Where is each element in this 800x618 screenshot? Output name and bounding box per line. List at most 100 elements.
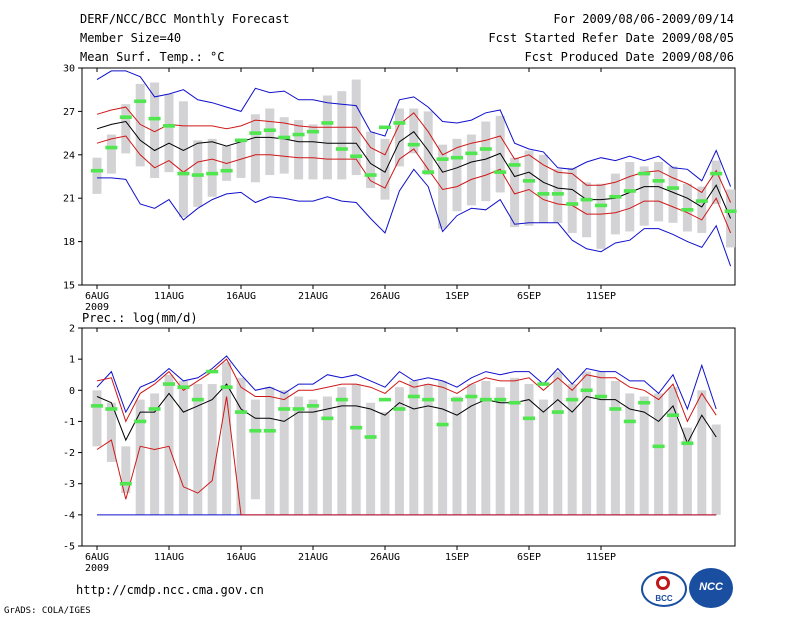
precipitation-box bbox=[106, 402, 116, 462]
precipitation-xtick-label: 16AUG bbox=[226, 552, 256, 563]
temperature-year-label: 2009 bbox=[85, 302, 109, 313]
precipitation-median-marker bbox=[566, 397, 579, 402]
precipitation-box bbox=[366, 402, 376, 515]
precipitation-median-marker bbox=[335, 397, 348, 402]
temperature-median-marker bbox=[307, 129, 319, 134]
precipitation-median-marker bbox=[681, 441, 694, 446]
member-size: Member Size=40 bbox=[80, 31, 182, 45]
temperature-ytick-label: 18 bbox=[63, 237, 75, 248]
precipitation-median-marker bbox=[364, 435, 377, 439]
temperature-box bbox=[308, 124, 318, 180]
temperature-median-marker bbox=[191, 173, 204, 177]
temperature-box bbox=[510, 157, 520, 228]
temperature-ytick-label: 24 bbox=[63, 150, 75, 161]
precipitation-box bbox=[567, 384, 577, 515]
temperature-box bbox=[654, 162, 664, 222]
temperature-box bbox=[567, 167, 577, 233]
temperature-median-marker bbox=[393, 121, 406, 125]
temperature-median-marker bbox=[652, 179, 665, 183]
temperature-median-marker bbox=[105, 145, 118, 150]
precipitation-box bbox=[351, 384, 361, 515]
precipitation-median-marker bbox=[652, 444, 665, 449]
precipitation-median-marker bbox=[407, 394, 420, 399]
variable-label: Mean Surf. Temp.: °C bbox=[80, 50, 225, 64]
temperature-box bbox=[423, 111, 433, 176]
precipitation-box bbox=[121, 446, 131, 494]
produced-date: Fcst Produced Date 2009/08/06 bbox=[524, 50, 734, 64]
precipitation-box bbox=[294, 396, 304, 515]
temperature-min-line bbox=[97, 168, 732, 267]
bcc-logo-text: BCC bbox=[655, 594, 673, 603]
precipitation-box bbox=[682, 427, 692, 515]
precipitation-box bbox=[308, 399, 318, 515]
precipitation-ytick-label: -3 bbox=[63, 479, 75, 490]
precipitation-median-marker bbox=[551, 410, 564, 414]
temperature-median-marker bbox=[292, 132, 305, 137]
temperature-median-marker bbox=[479, 147, 492, 151]
precipitation-median-marker bbox=[508, 400, 521, 405]
temperature-median-marker bbox=[523, 179, 535, 183]
precipitation-box bbox=[135, 399, 145, 515]
precipitation-median-marker bbox=[177, 385, 190, 389]
temperature-median-marker bbox=[681, 207, 694, 212]
temperature-panel: 30 27 24 21 18 15 6AUG 11AUG 16AUG 21AUG 26AUG 1SEP… bbox=[63, 64, 737, 313]
temperature-box bbox=[668, 166, 678, 223]
precipitation-median-marker bbox=[479, 397, 492, 402]
bcc-logo: BCC bbox=[641, 571, 687, 607]
temperature-box bbox=[178, 101, 188, 218]
temperature-box bbox=[135, 83, 145, 167]
precipitation-median-marker bbox=[436, 422, 449, 427]
precipitation-box bbox=[481, 380, 491, 515]
precipitation-xtick-label: 11SEP bbox=[586, 552, 616, 563]
temperature-median-marker bbox=[595, 203, 607, 208]
temperature-median-marker bbox=[422, 170, 435, 174]
precipitation-median-marker bbox=[134, 419, 147, 424]
precipitation-box bbox=[654, 393, 664, 515]
precipitation-median-marker bbox=[494, 397, 507, 402]
forecast-period: For 2009/08/06-2009/09/14 bbox=[553, 12, 734, 26]
precipitation-box bbox=[178, 380, 188, 515]
precipitation-box bbox=[236, 377, 246, 515]
temperature-box bbox=[610, 173, 620, 235]
precipitation-frame bbox=[81, 327, 736, 547]
precipitation-median-marker bbox=[321, 416, 334, 421]
precipitation-mean-line bbox=[96, 383, 717, 445]
temperature-median-marker bbox=[335, 147, 348, 151]
precipitation-box bbox=[466, 384, 476, 515]
temperature-box bbox=[524, 150, 534, 226]
precipitation-box bbox=[495, 387, 505, 515]
precipitation-median-marker bbox=[537, 382, 550, 386]
temperature-box bbox=[582, 182, 592, 238]
precipitation-ytick-label: -5 bbox=[63, 542, 75, 553]
temperature-box bbox=[438, 144, 448, 229]
precipitation-ytick-label: 1 bbox=[69, 355, 75, 366]
precipitation-box bbox=[222, 362, 232, 515]
ncc-logo: NCC bbox=[689, 568, 733, 608]
temperature-ytick-label: 21 bbox=[63, 194, 75, 205]
precipitation-median-marker bbox=[278, 407, 291, 411]
temperature-box bbox=[337, 91, 347, 180]
precipitation-median-marker bbox=[206, 369, 219, 374]
precipitation-box bbox=[625, 393, 635, 515]
temperature-mean-line bbox=[96, 120, 732, 219]
temperature-median-marker bbox=[710, 171, 723, 176]
ncc-logo-text: NCC bbox=[699, 581, 723, 593]
precipitation-box bbox=[423, 384, 433, 515]
temperature-median-marker bbox=[249, 131, 262, 135]
precipitation-panel: 2 1 0 -1 -2 -3 -4 -5 6AUG 11AUG 16AUG 21AUG 26AUG 1SE… bbox=[63, 324, 736, 574]
temperature-median-marker bbox=[436, 157, 449, 161]
precipitation-ytick-label: 2 bbox=[69, 324, 75, 335]
precipitation-median-marker bbox=[595, 394, 607, 399]
temperature-median-marker bbox=[695, 199, 708, 203]
precipitation-median-marker bbox=[350, 425, 363, 430]
source-url[interactable]: http://cmdp.ncc.cma.gov.cn bbox=[76, 583, 264, 597]
precipitation-max-line bbox=[96, 355, 717, 414]
temperature-median-marker bbox=[163, 124, 175, 128]
precipitation-median-marker bbox=[249, 428, 262, 433]
precipitation-box bbox=[452, 396, 462, 515]
precipitation-box bbox=[610, 380, 620, 515]
precipitation-ytick-label: 0 bbox=[69, 386, 75, 397]
precipitation-box bbox=[409, 380, 419, 515]
precipitation-box bbox=[510, 377, 520, 515]
